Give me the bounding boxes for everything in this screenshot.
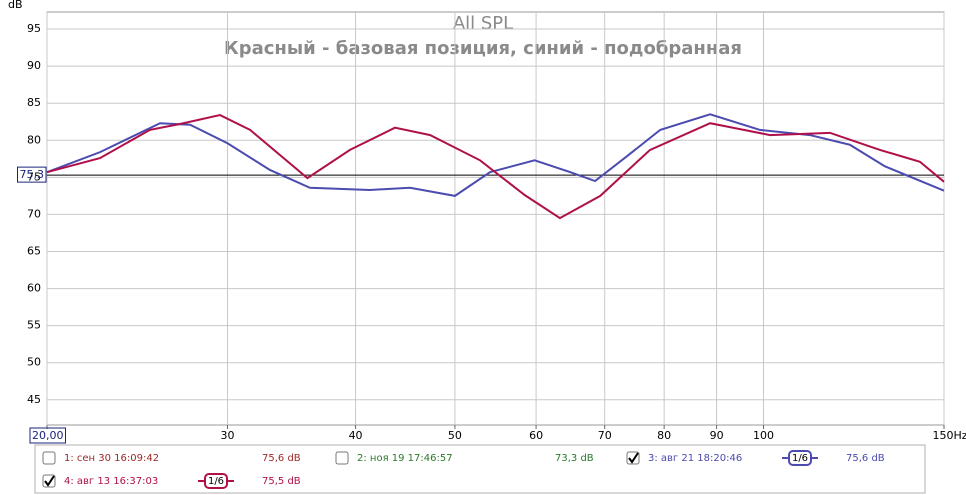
x-tick-label: 100	[753, 429, 774, 442]
y-tick-label: 95	[27, 22, 41, 35]
x-cursor-box	[29, 427, 66, 444]
smoothing-box	[788, 450, 812, 466]
y-tick-label: 65	[27, 244, 41, 257]
x-tick-label: 50	[448, 429, 462, 442]
y-axis-label: dB	[8, 0, 23, 11]
x-tick-label: 20,00	[32, 429, 64, 442]
cursor-label: 75,3	[20, 168, 45, 181]
y-tick-label: 90	[27, 59, 41, 72]
smoothing-label: 1/6	[208, 476, 224, 487]
x-tick-label: 80	[657, 429, 671, 442]
smoothing-box	[204, 473, 228, 489]
check-mark	[628, 452, 639, 464]
chart-subtitle: Красный - базовая позиция, синий - подоб…	[224, 38, 742, 59]
x-tick-label: 150Hz	[932, 429, 966, 442]
series-name: 1: сен 30 16:09:42	[64, 453, 159, 464]
series-level: 75,6 dB	[846, 453, 885, 464]
cursor-box	[17, 166, 47, 183]
series-level: 75,6 dB	[262, 453, 301, 464]
series-name: 2: ноя 19 17:46:57	[357, 453, 453, 464]
series-checkbox[interactable]	[42, 451, 56, 465]
series-line	[46, 114, 945, 220]
y-tick-label: 75	[27, 170, 41, 183]
y-tick-label: 80	[27, 133, 41, 146]
y-tick-label: 85	[27, 96, 41, 109]
series-checkbox[interactable]	[335, 451, 349, 465]
y-tick-label: 50	[27, 356, 41, 369]
check-mark	[44, 475, 55, 487]
series-level: 75,5 dB	[262, 476, 301, 487]
y-tick-label: 55	[27, 319, 41, 332]
legend-panel	[34, 444, 926, 494]
plot-area	[46, 11, 945, 426]
y-tick-label: 60	[27, 282, 41, 295]
x-tick-label: 60	[529, 429, 543, 442]
series-name: 3: авг 21 18:20:46	[648, 453, 742, 464]
x-tick-label: 70	[598, 429, 612, 442]
y-tick-label: 45	[27, 393, 41, 406]
x-tick-label: 40	[349, 429, 363, 442]
x-tick-label: 30	[221, 429, 235, 442]
series-level: 73,3 dB	[555, 453, 594, 464]
y-tick-label: 70	[27, 207, 41, 220]
series-name: 4: авг 13 16:37:03	[64, 476, 158, 487]
series-line	[46, 113, 945, 197]
chart-title: All SPL	[453, 13, 513, 34]
smoothing-label: 1/6	[792, 453, 808, 464]
x-tick-label: 90	[710, 429, 724, 442]
